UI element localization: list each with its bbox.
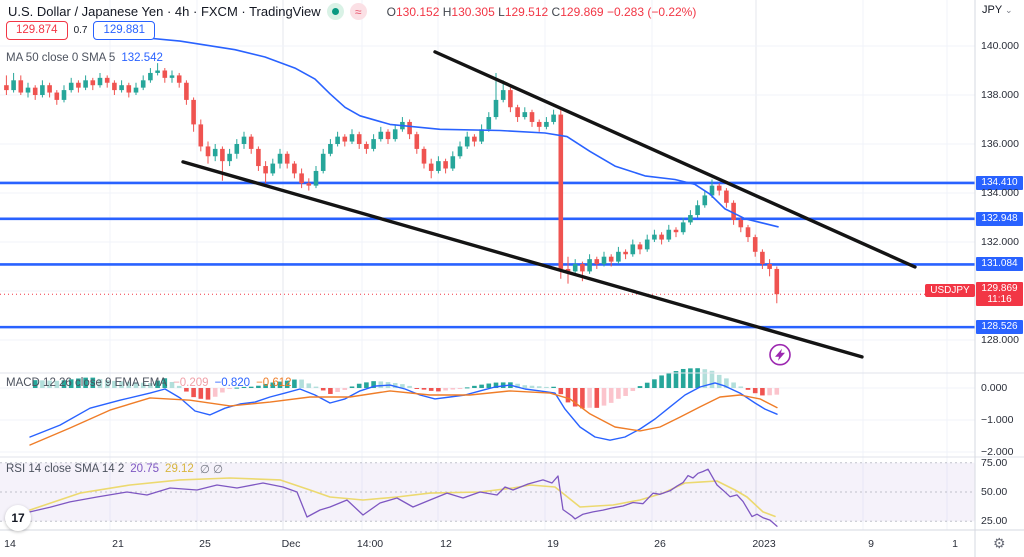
approx-price-icon[interactable]: ≈ — [349, 3, 367, 20]
buy-button[interactable]: 129.881 — [93, 21, 156, 40]
macd-legend[interactable]: MACD 12 26 close 9 EMA EMA −0.209 −0.820… — [6, 377, 292, 389]
macd-line-value: −0.820 — [214, 377, 251, 389]
trade-panel: 129.874 0.7 129.881 — [6, 21, 156, 40]
rsi-value: 20.75 — [130, 463, 160, 475]
low-value: 129.512 — [504, 4, 549, 19]
macd-signal-value: −0.612 — [256, 377, 292, 389]
price-axis-currency[interactable]: JPY ⌄ — [982, 4, 1013, 16]
rsi-legend-label: RSI 14 close SMA 14 2 — [6, 463, 125, 475]
high-value: 130.305 — [451, 4, 495, 19]
market-status-icon[interactable] — [326, 3, 344, 20]
ohlc-readout: O130.152 H130.305 L129.512 C129.869 −0.2… — [386, 4, 697, 19]
ma-legend-value: 132.542 — [121, 52, 163, 64]
spread-value: 0.7 — [73, 25, 88, 36]
tradingview-logo[interactable]: 17 — [5, 505, 31, 531]
gear-icon[interactable]: ⚙ — [993, 535, 1006, 551]
open-value: 130.152 — [395, 4, 440, 19]
flash-icon[interactable] — [769, 343, 791, 366]
close-value: 129.869 — [560, 4, 604, 19]
rsi-extra-values: ∅ ∅ — [199, 464, 224, 476]
ma-legend-label: MA 50 close 0 SMA 5 — [6, 52, 116, 64]
bar-countdown: 11:16 — [987, 294, 1012, 305]
symbol-title[interactable]: U.S. Dollar / Japanese Yen · 4h · FXCM ·… — [8, 4, 321, 19]
ma-legend[interactable]: MA 50 close 0 SMA 5 132.542 — [6, 52, 163, 64]
last-price-badge: 129.869 11:16 — [976, 282, 1023, 306]
macd-legend-label: MACD 12 26 close 9 EMA EMA — [6, 377, 168, 389]
last-price-symbol-tag: USDJPY — [925, 284, 975, 297]
last-price-value: 129.869 — [981, 283, 1018, 294]
chart-header: U.S. Dollar / Japanese Yen · 4h · FXCM ·… — [8, 3, 696, 20]
chevron-down-icon: ⌄ — [1005, 5, 1013, 15]
rsi-legend[interactable]: RSI 14 close SMA 14 2 20.75 29.12 ∅ ∅ — [6, 462, 223, 476]
change-value: −0.283 (−0.22%) — [606, 4, 697, 19]
macd-hist-value: −0.209 — [173, 377, 209, 389]
rsi-sma-value: 29.12 — [165, 463, 194, 475]
sell-button[interactable]: 129.874 — [6, 21, 68, 40]
